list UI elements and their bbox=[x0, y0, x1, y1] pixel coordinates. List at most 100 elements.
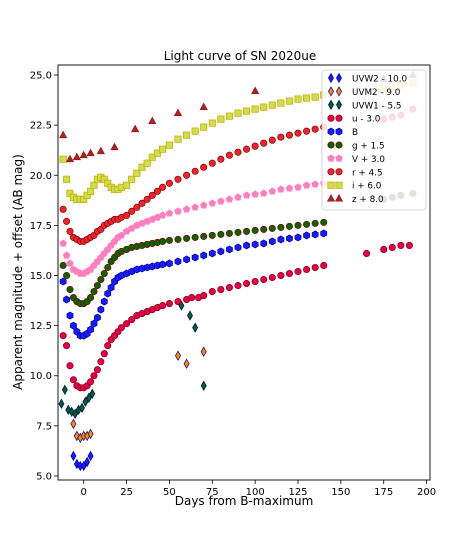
data-point bbox=[183, 131, 191, 139]
data-point bbox=[62, 251, 71, 259]
legend-marker bbox=[328, 72, 334, 84]
data-point bbox=[174, 298, 182, 306]
data-point bbox=[73, 458, 80, 470]
data-point bbox=[251, 190, 259, 198]
legend-marker bbox=[327, 114, 335, 122]
data-point bbox=[165, 141, 173, 149]
data-point bbox=[234, 281, 242, 290]
data-point bbox=[311, 180, 319, 188]
data-point bbox=[311, 125, 319, 133]
data-point bbox=[260, 239, 268, 248]
data-point bbox=[165, 236, 173, 244]
data-point bbox=[225, 283, 233, 292]
chart-title: Light curve of SN 2020ue bbox=[164, 49, 317, 63]
data-point bbox=[217, 197, 225, 205]
data-point bbox=[225, 195, 234, 203]
data-point bbox=[199, 201, 208, 209]
data-point bbox=[200, 251, 208, 260]
data-point bbox=[143, 159, 151, 167]
series-4 bbox=[59, 229, 328, 340]
data-point bbox=[159, 183, 167, 191]
data-point bbox=[159, 237, 167, 245]
data-point bbox=[183, 234, 191, 242]
data-point bbox=[242, 191, 251, 199]
data-point bbox=[294, 129, 302, 137]
legend-marker bbox=[336, 99, 342, 110]
data-point bbox=[311, 263, 319, 272]
data-point bbox=[243, 227, 251, 235]
data-point bbox=[251, 86, 260, 94]
data-point bbox=[123, 320, 131, 328]
data-point bbox=[82, 396, 89, 407]
data-point bbox=[260, 139, 268, 147]
data-point bbox=[187, 310, 193, 321]
data-point bbox=[107, 283, 115, 292]
data-point bbox=[251, 105, 259, 113]
data-point bbox=[165, 300, 173, 308]
legend-marker bbox=[335, 127, 343, 136]
data-point bbox=[87, 325, 94, 334]
axis-ticks: 0 25 50 75 100 125 150 175 200 5.0 7.5 10.0 12.5 15.0… bbox=[30, 71, 436, 498]
data-point bbox=[277, 235, 285, 244]
data-point bbox=[100, 269, 108, 278]
data-point bbox=[100, 297, 108, 306]
legend-marker bbox=[328, 99, 334, 110]
data-point bbox=[117, 324, 125, 332]
data-point bbox=[93, 281, 101, 290]
data-point bbox=[87, 378, 95, 386]
data-point bbox=[58, 398, 65, 410]
legend-item: r + 4.5 bbox=[327, 168, 383, 178]
data-point bbox=[286, 234, 293, 243]
data-point bbox=[320, 229, 328, 238]
legend-label: g + 1.5 bbox=[352, 142, 385, 152]
data-point bbox=[96, 146, 105, 155]
series-3 bbox=[59, 241, 413, 392]
data-point bbox=[294, 95, 302, 103]
data-point bbox=[217, 285, 225, 294]
y-tick-label: 12.5 bbox=[30, 321, 52, 332]
data-point bbox=[234, 228, 242, 236]
data-point bbox=[61, 384, 68, 395]
data-point bbox=[159, 145, 167, 153]
data-point bbox=[268, 237, 276, 246]
data-point bbox=[311, 93, 319, 101]
data-point bbox=[66, 285, 74, 294]
data-point bbox=[131, 124, 140, 133]
x-tick-label: 200 bbox=[417, 487, 436, 498]
data-point bbox=[153, 149, 161, 157]
data-point bbox=[66, 259, 74, 267]
data-point bbox=[90, 372, 98, 380]
data-point bbox=[128, 175, 136, 183]
x-tick-label: 75 bbox=[206, 487, 219, 498]
data-point bbox=[243, 241, 250, 250]
data-point bbox=[59, 239, 67, 247]
y-tick-label: 10.0 bbox=[30, 371, 52, 382]
legend-label: UVM2 - 9.0 bbox=[352, 88, 401, 98]
legend-marker bbox=[326, 194, 336, 202]
data-point bbox=[123, 181, 131, 189]
data-point bbox=[87, 187, 95, 195]
data-point bbox=[191, 127, 199, 135]
data-point bbox=[260, 225, 268, 233]
data-point bbox=[294, 221, 302, 229]
data-point bbox=[225, 151, 233, 159]
data-point bbox=[70, 450, 77, 462]
data-point bbox=[285, 269, 293, 278]
data-point bbox=[191, 233, 199, 241]
y-axis-label: Apparent magnitude + offset (AB mag) bbox=[11, 154, 25, 390]
data-point bbox=[143, 195, 151, 203]
data-point bbox=[405, 241, 413, 249]
legend-marker bbox=[327, 141, 335, 149]
data-point bbox=[175, 350, 181, 361]
legend-item: B bbox=[327, 127, 358, 138]
data-point bbox=[174, 257, 182, 266]
data-point bbox=[311, 230, 319, 239]
series-1 bbox=[70, 346, 207, 444]
data-point bbox=[59, 332, 67, 340]
legend-marker bbox=[335, 114, 343, 122]
legend-label: B bbox=[352, 128, 358, 138]
data-point bbox=[251, 142, 259, 150]
data-point bbox=[84, 456, 91, 468]
data-point bbox=[234, 243, 242, 252]
